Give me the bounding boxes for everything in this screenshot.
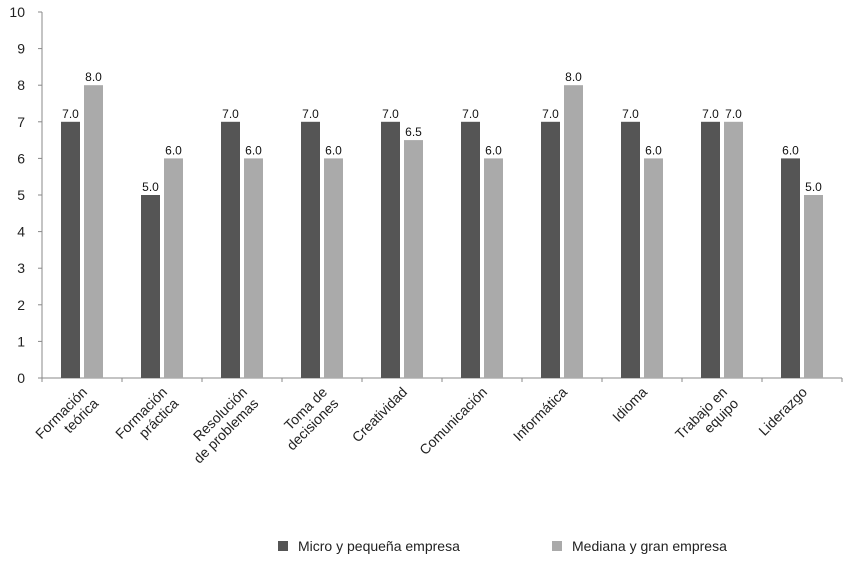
bar xyxy=(724,121,743,379)
data-label: 7.0 xyxy=(302,107,319,121)
bar xyxy=(141,195,160,378)
bar xyxy=(701,121,720,379)
bar xyxy=(404,140,423,378)
y-tick-label: 7 xyxy=(17,114,25,130)
legend-label-micro: Micro y pequeña empresa xyxy=(298,538,460,554)
x-tick-label: Comunicación xyxy=(416,384,490,458)
data-label: 7.0 xyxy=(222,107,239,121)
bar xyxy=(221,121,240,379)
x-tick-label-line: Idioma xyxy=(609,384,650,425)
data-label: 7.0 xyxy=(622,107,639,121)
x-tick-label: Idioma xyxy=(609,384,650,425)
bar xyxy=(164,158,183,378)
bar xyxy=(324,158,343,378)
bar xyxy=(461,121,480,379)
data-label: 6.0 xyxy=(645,143,662,157)
bar xyxy=(61,121,80,379)
bar xyxy=(84,85,103,378)
bar xyxy=(804,195,823,378)
bars xyxy=(61,85,823,379)
bar xyxy=(244,158,263,378)
x-tick-label: Liderazgo xyxy=(755,384,810,439)
y-tick-label: 9 xyxy=(17,41,25,57)
y-tick-label: 0 xyxy=(17,370,25,386)
y-tick-label: 10 xyxy=(9,4,25,20)
data-label: 8.0 xyxy=(565,70,582,84)
data-label: 7.0 xyxy=(62,107,79,121)
data-label: 6.0 xyxy=(325,143,342,157)
bar xyxy=(621,121,640,379)
data-label: 7.0 xyxy=(382,107,399,121)
data-label: 7.0 xyxy=(702,107,719,121)
y-tick-label: 1 xyxy=(17,333,25,349)
y-tick-label: 8 xyxy=(17,77,25,93)
y-tick-label: 2 xyxy=(17,297,25,313)
x-tick-label: Resoluciónde problemas xyxy=(179,384,262,467)
y-tick-label: 6 xyxy=(17,150,25,166)
x-tick-label-line: Informática xyxy=(510,384,570,444)
data-label: 6.0 xyxy=(245,143,262,157)
x-tick-label-line: Creatividad xyxy=(349,384,410,445)
y-tick-label: 5 xyxy=(17,187,25,203)
bar xyxy=(541,121,560,379)
data-label: 7.0 xyxy=(725,107,742,121)
legend-item-micro: Micro y pequeña empresa xyxy=(278,538,460,554)
data-label: 6.0 xyxy=(165,143,182,157)
legend: Micro y pequeña empresa Mediana y gran e… xyxy=(0,538,856,558)
legend-item-mediana: Mediana y gran empresa xyxy=(552,538,727,554)
data-label: 6.5 xyxy=(405,125,422,139)
x-tick-label: Trabajo enequipo xyxy=(672,384,742,454)
bar xyxy=(781,158,800,378)
x-tick-label: Informática xyxy=(510,384,570,444)
bar xyxy=(381,121,400,379)
data-label: 7.0 xyxy=(462,107,479,121)
y-tick-label: 4 xyxy=(17,224,25,240)
legend-label-mediana: Mediana y gran empresa xyxy=(572,538,727,554)
x-tick-label-line: Comunicación xyxy=(416,384,490,458)
x-tick-label: Toma dedecisiones xyxy=(272,384,342,454)
x-tick-label: Formaciónpráctica xyxy=(112,384,182,454)
x-tick-label-line: Liderazgo xyxy=(755,384,810,439)
legend-swatch-mediana xyxy=(552,541,562,551)
data-label: 7.0 xyxy=(542,107,559,121)
bar xyxy=(301,121,320,379)
data-label: 5.0 xyxy=(142,180,159,194)
y-tick-label: 3 xyxy=(17,260,25,276)
legend-swatch-micro xyxy=(278,541,288,551)
data-label: 6.0 xyxy=(485,143,502,157)
data-label: 5.0 xyxy=(805,180,822,194)
data-label: 6.0 xyxy=(782,143,799,157)
x-tick-label: Formaciónteórica xyxy=(32,384,102,454)
bar xyxy=(484,158,503,378)
bar xyxy=(564,85,583,378)
x-tick-label: Creatividad xyxy=(349,384,410,445)
bar xyxy=(644,158,663,378)
data-label: 8.0 xyxy=(85,70,102,84)
